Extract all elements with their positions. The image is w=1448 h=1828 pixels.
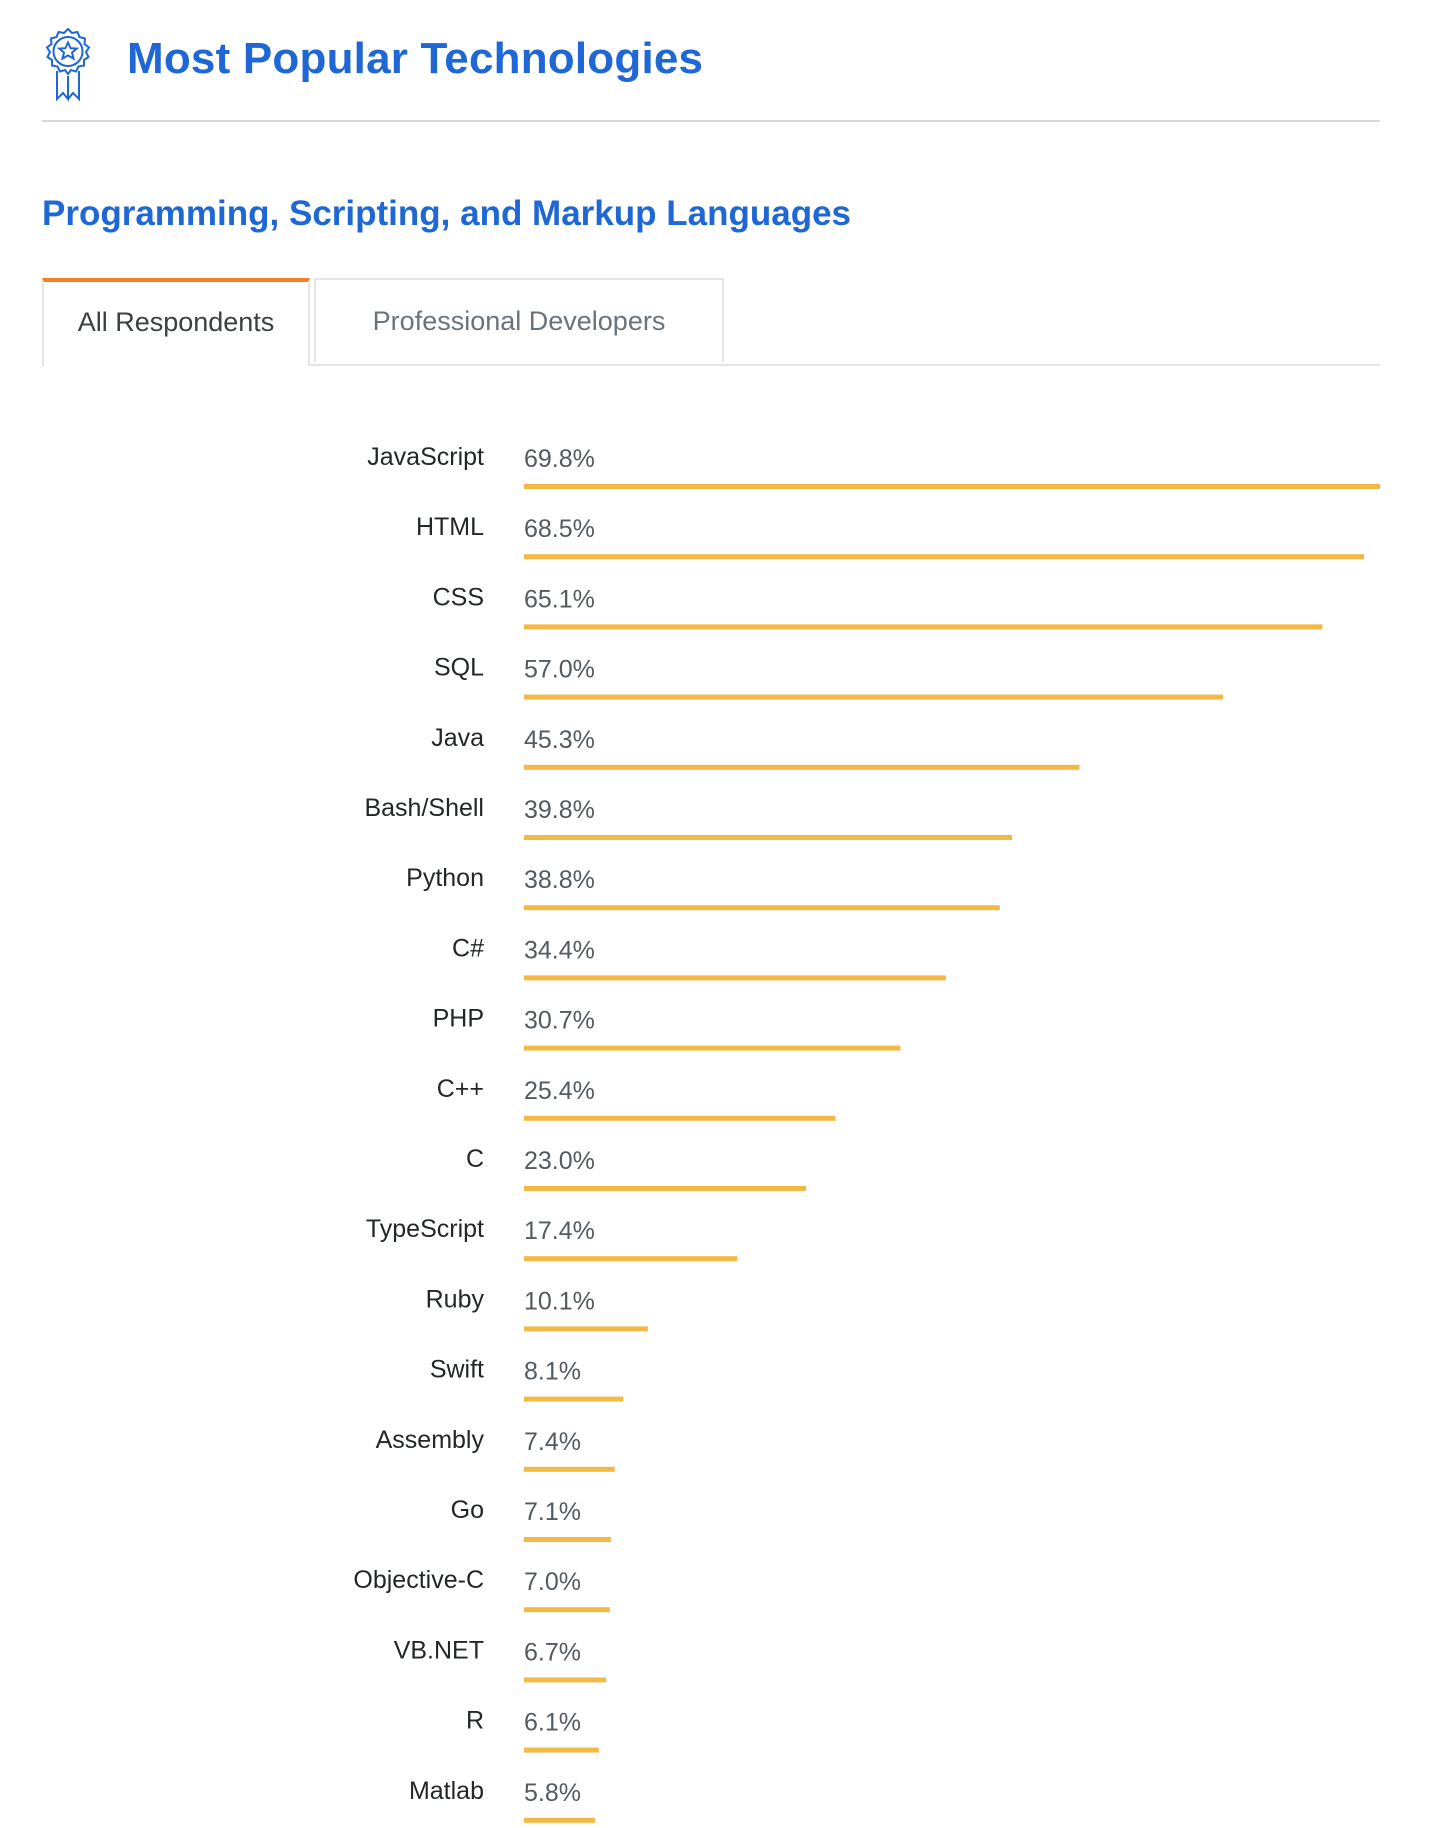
category-label: C++ — [437, 1075, 484, 1103]
tab-professional-developers[interactable]: Professional Developers — [314, 278, 724, 362]
bar — [524, 1045, 901, 1051]
bar — [524, 1817, 596, 1823]
category-label: Assembly — [376, 1426, 485, 1454]
category-label: C# — [452, 934, 484, 962]
section-title: Programming, Scripting, and Markup Langu… — [42, 194, 851, 233]
bar — [524, 484, 1380, 489]
bar — [524, 1747, 599, 1753]
category-label: JavaScript — [367, 443, 484, 471]
category-label: Bash/Shell — [364, 794, 484, 822]
bar — [524, 1115, 836, 1121]
value-label: 39.8% — [524, 796, 595, 824]
value-label: 7.1% — [524, 1498, 581, 1526]
category-label: R — [466, 1707, 484, 1735]
bar — [524, 1326, 648, 1332]
category-label: Swift — [430, 1356, 484, 1384]
value-label: 45.3% — [524, 726, 595, 754]
value-label: 5.8% — [524, 1779, 581, 1807]
bar — [524, 835, 1013, 840]
category-label: Matlab — [409, 1777, 484, 1805]
bar — [524, 694, 1224, 700]
award-ribbon-icon — [45, 27, 91, 102]
category-label: Go — [451, 1496, 484, 1524]
value-label: 17.4% — [524, 1217, 595, 1245]
bar — [524, 1466, 615, 1472]
category-label: PHP — [433, 1005, 484, 1033]
value-label: 65.1% — [524, 585, 595, 613]
page-title: Most Popular Technologies — [127, 34, 704, 83]
value-label: 6.7% — [524, 1638, 581, 1666]
category-label: HTML — [416, 513, 484, 541]
respondent-tabs: All Respondents Professional Developers — [42, 278, 1380, 366]
category-label: TypeScript — [366, 1215, 484, 1243]
category-label: SQL — [434, 654, 484, 682]
bar — [524, 554, 1365, 560]
category-label: Java — [431, 724, 484, 752]
value-label: 57.0% — [524, 656, 595, 684]
category-label: Ruby — [426, 1285, 485, 1313]
bar — [524, 1607, 610, 1613]
category-label: Objective-C — [353, 1566, 484, 1594]
bar — [524, 764, 1080, 770]
category-label: Python — [406, 864, 484, 892]
bar — [524, 905, 1000, 911]
bar — [524, 1677, 607, 1683]
bar — [524, 975, 946, 981]
tab-all-respondents[interactable]: All Respondents — [42, 278, 310, 366]
value-label: 68.5% — [524, 515, 595, 543]
category-label: VB.NET — [394, 1636, 484, 1664]
value-label: 34.4% — [524, 936, 595, 964]
value-label: 6.1% — [524, 1709, 581, 1737]
page-header: Most Popular Technologies — [42, 20, 1380, 122]
value-label: 25.4% — [524, 1077, 595, 1105]
category-label: CSS — [433, 583, 484, 611]
bar — [524, 1396, 624, 1402]
value-label: 69.8% — [524, 445, 595, 473]
bar — [524, 1186, 807, 1191]
bar — [524, 1256, 738, 1262]
bar — [524, 1537, 612, 1542]
value-label: 10.1% — [524, 1287, 595, 1315]
category-label: C — [466, 1145, 484, 1173]
value-label: 38.8% — [524, 866, 595, 894]
value-label: 7.4% — [524, 1428, 581, 1456]
value-label: 30.7% — [524, 1007, 595, 1035]
value-label: 7.0% — [524, 1568, 581, 1596]
value-label: 8.1% — [524, 1358, 581, 1386]
value-label: 23.0% — [524, 1147, 595, 1175]
bar — [524, 624, 1323, 630]
